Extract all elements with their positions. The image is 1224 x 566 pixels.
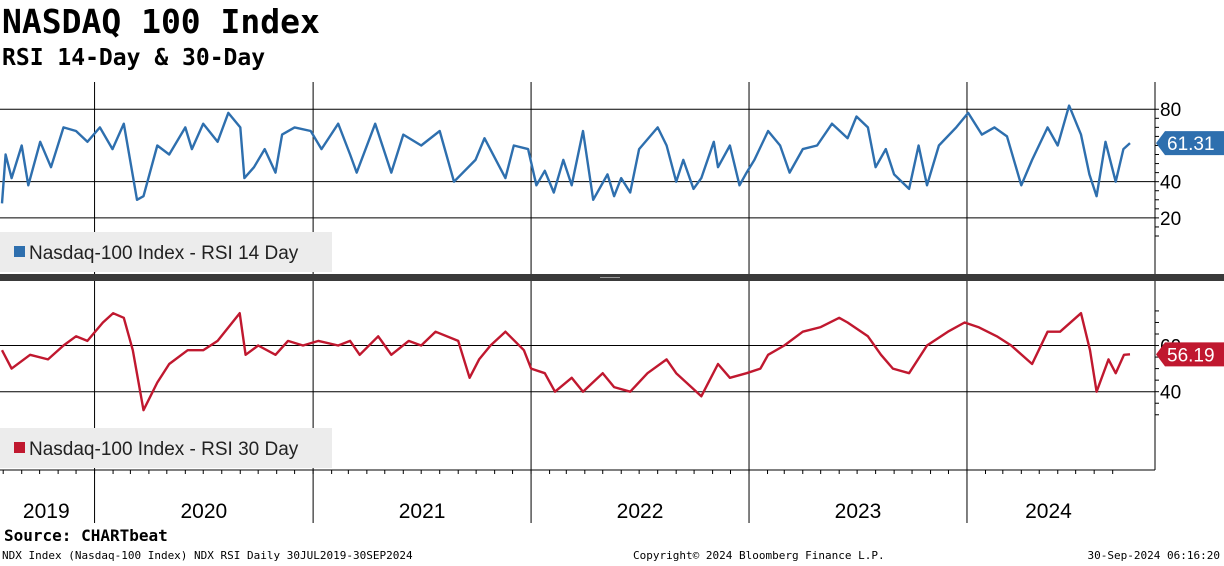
last-value-label: 56.19 bbox=[1167, 345, 1215, 366]
last-value-label: 61.31 bbox=[1167, 134, 1215, 155]
legend-swatch bbox=[14, 442, 25, 453]
series-line-2 bbox=[0, 312, 1131, 412]
last-value-badge bbox=[1156, 342, 1224, 367]
axis-layer: 20192020202120222023202420408061.3140605… bbox=[0, 82, 1224, 523]
footer-copyright: Copyright© 2024 Bloomberg Finance L.P. bbox=[633, 549, 885, 562]
legend-label: Nasdaq-100 Index - RSI 30 Day bbox=[29, 439, 299, 460]
grid-layer bbox=[0, 82, 1224, 523]
footer-timestamp: 30-Sep-2024 06:16:20 bbox=[1087, 549, 1220, 562]
series-layer bbox=[0, 104, 1131, 412]
y-tick-label: 20 bbox=[1160, 209, 1181, 230]
year-label-2020: 2020 bbox=[180, 500, 227, 523]
y-tick-label: 80 bbox=[1160, 100, 1181, 121]
series-line-1 bbox=[0, 104, 1131, 204]
legend-box bbox=[0, 232, 332, 272]
year-label-2023: 2023 bbox=[835, 500, 882, 523]
year-label-2021: 2021 bbox=[399, 500, 446, 523]
legend-swatch bbox=[14, 246, 25, 257]
year-label-2019: 2019 bbox=[23, 500, 70, 523]
chart-subtitle: RSI 14-Day & 30-Day bbox=[2, 45, 266, 71]
source-note: Source: CHARTbeat bbox=[4, 526, 168, 545]
year-label-2022: 2022 bbox=[617, 500, 664, 523]
y-tick-label: 40 bbox=[1160, 173, 1181, 194]
footer-description: NDX Index (Nasdaq-100 Index) NDX RSI Dai… bbox=[2, 549, 413, 562]
legend-label: Nasdaq-100 Index - RSI 14 Day bbox=[29, 243, 299, 264]
last-value-badge bbox=[1156, 131, 1224, 156]
legend-box bbox=[0, 428, 332, 468]
y-tick-label: 40 bbox=[1160, 383, 1181, 404]
legend-layer: Nasdaq-100 Index - RSI 14 Day Nasdaq-100 … bbox=[0, 232, 332, 468]
chart-title: NASDAQ 100 Index bbox=[2, 2, 320, 41]
year-label-2024: 2024 bbox=[1025, 500, 1072, 523]
